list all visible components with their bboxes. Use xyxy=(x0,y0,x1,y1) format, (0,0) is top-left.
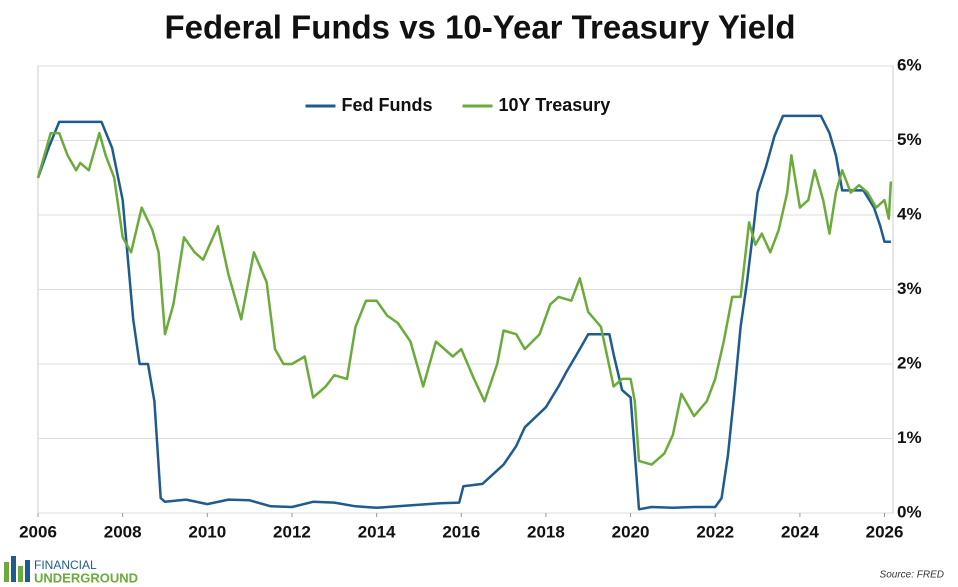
x-tick-label: 2008 xyxy=(104,522,142,541)
y-tick-label: 2% xyxy=(897,353,922,372)
logo-text: UNDERGROUND xyxy=(34,570,138,585)
x-tick-label: 2006 xyxy=(19,522,57,541)
x-tick-label: 2024 xyxy=(781,522,819,541)
logo-bar xyxy=(11,556,16,582)
logo-bar xyxy=(18,566,23,582)
y-tick-label: 4% xyxy=(897,204,922,223)
x-tick-label: 2020 xyxy=(612,522,650,541)
x-tick-label: 2016 xyxy=(442,522,480,541)
series-line xyxy=(36,131,893,466)
y-tick-label: 5% xyxy=(897,130,922,149)
x-tick-label: 2022 xyxy=(696,522,734,541)
y-tick-label: 1% xyxy=(897,428,922,447)
y-tick-label: 0% xyxy=(897,502,922,521)
y-tick-label: 3% xyxy=(897,279,922,298)
series-line xyxy=(36,114,891,511)
x-tick-label: 2018 xyxy=(527,522,565,541)
y-tick-label: 6% xyxy=(897,55,922,74)
x-tick-label: 2012 xyxy=(273,522,311,541)
chart-title: Federal Funds vs 10-Year Treasury Yield xyxy=(165,9,796,46)
source: Source: FRED xyxy=(880,570,944,581)
x-tick-label: 2014 xyxy=(358,522,396,541)
logo: FINANCIAL UNDERGROUND xyxy=(4,556,138,585)
logo-text: FINANCIAL xyxy=(34,558,97,572)
logo-bar xyxy=(4,562,9,582)
logo-bar xyxy=(25,560,30,582)
legend-label: Fed Funds xyxy=(342,95,433,115)
legend-label: 10Y Treasury xyxy=(499,95,611,115)
x-tick-label: 2010 xyxy=(188,522,226,541)
x-tick-label: 2026 xyxy=(866,522,904,541)
